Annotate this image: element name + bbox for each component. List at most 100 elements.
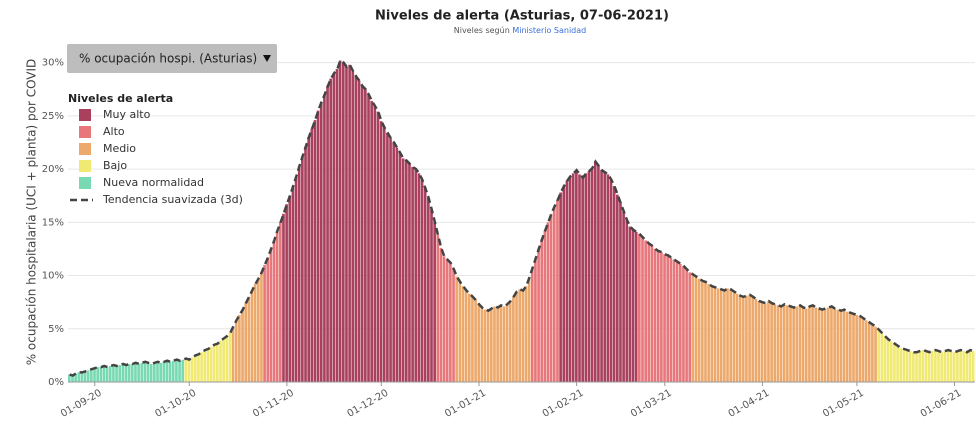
bar (474, 300, 477, 382)
bar (826, 307, 830, 382)
bar (675, 261, 679, 382)
bar (149, 363, 153, 382)
bar (364, 89, 367, 383)
bar (609, 179, 613, 382)
bar (486, 310, 490, 382)
bar (256, 278, 260, 382)
bar (672, 259, 676, 382)
bar (291, 186, 295, 382)
bar (660, 252, 663, 382)
bar (880, 333, 884, 382)
bar (335, 69, 339, 382)
bar (871, 324, 874, 382)
bar (187, 359, 191, 382)
bar (956, 351, 959, 382)
bar (83, 371, 87, 382)
bar (707, 284, 710, 382)
bar (99, 367, 103, 382)
bar (464, 290, 468, 382)
bar (770, 303, 773, 382)
bar (477, 304, 481, 382)
bar (130, 363, 134, 382)
selector-arrow[interactable] (263, 55, 271, 62)
bar (367, 94, 370, 383)
bar (502, 306, 506, 382)
bar (855, 314, 858, 382)
bar (105, 367, 109, 382)
bar (647, 243, 651, 382)
bar (697, 278, 701, 382)
bar (666, 255, 670, 382)
x-tick-label: 01-04-21 (727, 388, 772, 420)
bar (606, 174, 610, 382)
legend-title: Niveles de alerta (68, 92, 173, 105)
legend-swatch (79, 126, 91, 138)
bar (102, 366, 106, 382)
bar (490, 308, 493, 382)
bar (439, 247, 443, 382)
bar (767, 301, 770, 382)
bar (814, 307, 818, 382)
legend-swatch (79, 109, 91, 121)
bar (319, 102, 323, 382)
bar (908, 351, 912, 382)
bar (789, 306, 792, 382)
bar (175, 359, 178, 382)
bar (193, 355, 197, 382)
bar (471, 296, 474, 382)
bar (244, 303, 248, 382)
bar (294, 176, 298, 382)
bar (228, 333, 232, 382)
bar (817, 308, 821, 382)
bar (90, 369, 93, 382)
bar (893, 343, 896, 382)
bar (688, 272, 692, 382)
bar (241, 309, 244, 382)
bar (786, 305, 789, 382)
bar (282, 213, 285, 382)
y-tick-label: 0% (48, 377, 64, 388)
bar (830, 306, 833, 382)
bar (253, 284, 257, 382)
bar (417, 173, 421, 382)
subtitle-link[interactable]: Ministerio Sanidad (512, 26, 586, 35)
bar (269, 248, 273, 382)
x-tick-label: 01-05-21 (821, 388, 866, 420)
bar (190, 357, 194, 382)
bar (357, 80, 361, 382)
bar (338, 60, 342, 383)
bar (442, 256, 446, 382)
subtitle: Niveles según Ministerio Sanidad (454, 26, 587, 35)
bar (515, 291, 518, 382)
bar (723, 290, 726, 382)
bar (619, 203, 622, 382)
selector-label[interactable]: % ocupación hospi. (Asturias) (79, 52, 257, 66)
bar (927, 352, 931, 382)
bar (587, 171, 591, 382)
bar (146, 362, 150, 382)
bar (493, 306, 496, 382)
bar (704, 281, 707, 382)
legend-label: Tendencia suavizada (3d) (102, 193, 243, 206)
bar (650, 245, 654, 382)
bar (820, 309, 824, 382)
bar (808, 306, 811, 382)
bar (231, 326, 235, 382)
bar (354, 76, 358, 382)
selector-box[interactable] (67, 44, 277, 73)
legend-label: Medio (103, 142, 136, 155)
bar (940, 352, 944, 382)
bar (741, 296, 745, 382)
bar (505, 304, 509, 382)
bar (754, 298, 758, 382)
bar (968, 350, 972, 382)
bar (971, 351, 975, 382)
bar (467, 293, 471, 382)
legend: Muy alto Alto Medio Bajo Nueva normalidad Ten… (70, 108, 243, 206)
bar (376, 111, 380, 382)
bar (726, 288, 729, 382)
bar (590, 168, 594, 382)
bar (411, 166, 414, 382)
bar (581, 177, 584, 382)
bar (275, 230, 279, 382)
